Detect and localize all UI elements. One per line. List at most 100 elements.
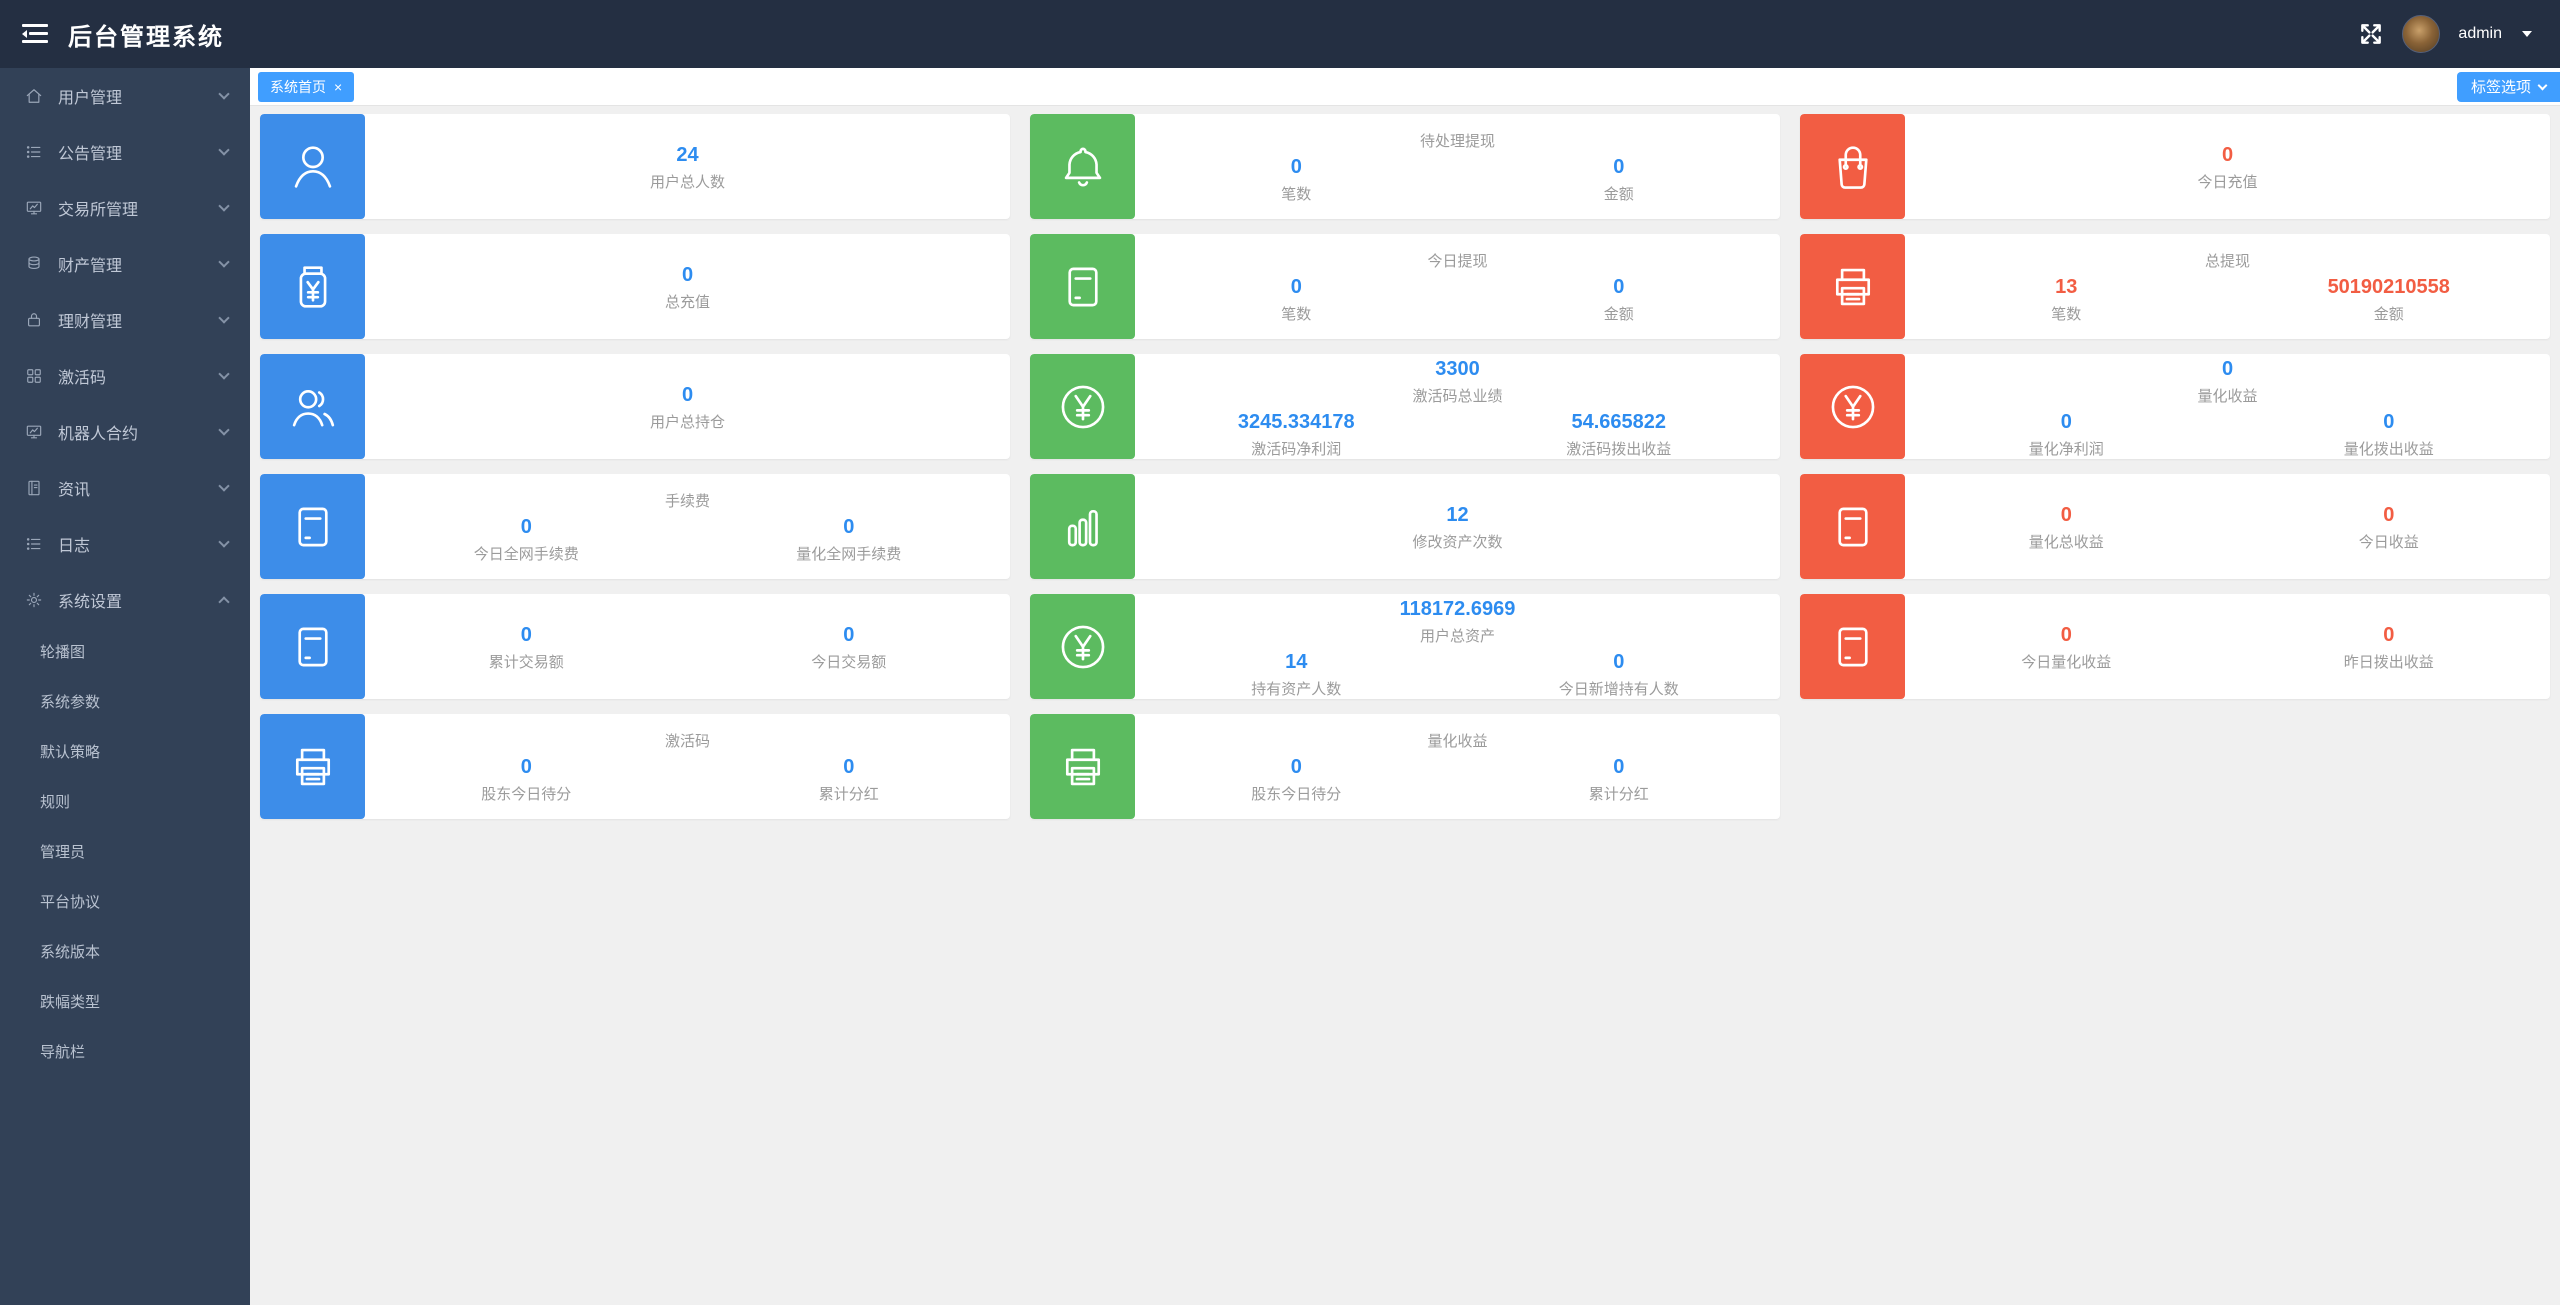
card-icon [260, 594, 365, 699]
sidebar-subitem[interactable]: 管理员 [40, 844, 86, 861]
stat-card: 12 修改资产次数 [1030, 474, 1780, 579]
printer-icon [260, 714, 365, 819]
card-stat: 3245.334178 激活码净利润 [1135, 408, 1458, 459]
stat-value: 0 [2383, 410, 2395, 433]
stat-label: 股东今日待分 [1251, 785, 1342, 803]
sidebar-subitem[interactable]: 系统参数 [40, 694, 101, 711]
stat-card: 0 累计交易额 0 今日交易额 [260, 594, 1010, 699]
stat-label: 今日充值 [2197, 174, 2258, 191]
card-stat: 12 修改资产次数 [1135, 501, 1780, 552]
database-icon [24, 254, 44, 274]
stat-value: 0 [2060, 504, 2072, 526]
stat-value: 3245.334178 [1237, 410, 1355, 433]
users-icon [260, 354, 365, 459]
card-stat: 0 量化净利润 [1905, 408, 2228, 459]
stat-value: 118172.6969 [1399, 597, 1516, 620]
stat-value: 0 [681, 384, 694, 406]
stat-card: 手续费 0 今日全网手续费 0 量化全网手续费 [260, 474, 1010, 579]
stat-card: 总提现 13 笔数 50190210558 金额 [1800, 234, 2550, 339]
printer-icon [1800, 234, 1905, 339]
stat-label: 累计交易额 [488, 654, 564, 671]
sidebar-item[interactable]: 财产管理 [0, 236, 250, 292]
sidebar: 用户管理 公告管理 交易所管理财产管理理财管理 激活码机器人合约资讯日志系统设置轮播图… [0, 68, 250, 1305]
menu-toggle-icon[interactable] [22, 24, 48, 44]
card-primary-stat: 3300 激活码总业绩 [1135, 355, 1780, 406]
card-stat: 0 今日交易额 [688, 621, 1011, 672]
sidebar-subitem[interactable]: 轮播图 [40, 644, 86, 661]
sidebar-item[interactable]: 理财管理 [0, 292, 250, 348]
chevron-up-icon [218, 596, 230, 608]
app-header: 后台管理系统 admin [0, 0, 2560, 68]
sidebar-item[interactable]: 激活码 [0, 348, 250, 404]
stat-label: 量化总收益 [2028, 534, 2104, 551]
sidebar-item[interactable]: 系统设置 [0, 572, 250, 628]
stat-label: 修改资产次数 [1412, 534, 1503, 551]
sidebar-item[interactable]: 交易所管理 [0, 180, 250, 236]
stat-card: 今日提现 0 笔数 0 金额 [1030, 234, 1780, 339]
tag-options-button[interactable]: 标签选项 [2456, 71, 2560, 102]
stat-card: 0 量化总收益 0 今日收益 [1800, 474, 2550, 579]
sidebar-subitem[interactable]: 跌幅类型 [40, 994, 101, 1011]
stat-label: 金额 [1603, 185, 1634, 203]
main-content: 24 用户总人数 待处理提现 0 笔数 0 金额 0 今日充值 0 总充值 今日提现 0 笔数 0 金额 总提现… [250, 106, 2560, 1305]
fullscreen-icon[interactable] [2358, 21, 2384, 47]
sidebar-item[interactable]: 公告管理 [0, 124, 250, 180]
chevron-down-icon [218, 424, 230, 436]
tab-system-home[interactable]: 系统首页 × [258, 71, 355, 102]
sidebar-item-label: 机器人合约 [58, 426, 139, 443]
stat-value: 0 [1613, 275, 1625, 298]
sidebar-item[interactable]: 日志 [0, 516, 250, 572]
stat-value: 0 [843, 515, 855, 538]
stat-label: 累计分红 [1588, 785, 1649, 803]
sidebar-subitem[interactable]: 系统版本 [40, 944, 101, 961]
stat-value: 13 [2055, 275, 2078, 298]
stat-card: 0 用户总持仓 [260, 354, 1010, 459]
sidebar-subitem[interactable]: 平台协议 [40, 894, 101, 911]
stat-value: 0 [1613, 155, 1625, 178]
avatar[interactable] [2402, 15, 2441, 53]
chevron-down-icon [218, 200, 230, 212]
chevron-down-icon [218, 368, 230, 380]
card-icon [1800, 594, 1905, 699]
card-stat: 24 用户总人数 [365, 141, 1010, 192]
stat-value: 0 [2221, 357, 2234, 380]
stat-label: 总充值 [664, 294, 710, 311]
sidebar-item[interactable]: 用户管理 [0, 68, 250, 124]
sidebar-item[interactable]: 资讯 [0, 460, 250, 516]
card-stat: 0 昨日拨出收益 [2228, 621, 2551, 672]
stat-value: 0 [520, 624, 532, 646]
stat-card: 3300 激活码总业绩 3245.334178 激活码净利润 54.665822 激活码拨… [1030, 354, 1780, 459]
card-stat: 0 今日量化收益 [1905, 621, 2228, 672]
stat-value: 0 [2383, 504, 2395, 526]
card-stat: 0 累计分红 [1458, 753, 1781, 804]
user-name[interactable]: admin [2458, 25, 2502, 42]
stat-value: 0 [520, 515, 532, 538]
stat-value: 0 [1613, 650, 1625, 673]
sidebar-item-label: 日志 [58, 538, 91, 555]
card-stat: 0 今日新增持有人数 [1458, 648, 1781, 699]
card-stat: 0 股东今日待分 [1135, 753, 1458, 804]
sidebar-item-label: 系统设置 [58, 594, 123, 611]
stat-value: 50190210558 [2327, 275, 2450, 298]
stat-value: 0 [843, 624, 855, 646]
close-icon[interactable]: × [334, 78, 343, 95]
stat-card: 0 今日量化收益 0 昨日拨出收益 [1800, 594, 2550, 699]
sidebar-subitem[interactable]: 规则 [40, 794, 71, 811]
stat-card: 待处理提现 0 笔数 0 金额 [1030, 114, 1780, 219]
sidebar-subitem[interactable]: 默认策略 [40, 744, 101, 761]
chevron-down-icon [218, 256, 230, 268]
sidebar-item[interactable]: 机器人合约 [0, 404, 250, 460]
stat-label: 金额 [2373, 305, 2404, 323]
stat-label: 用户总持仓 [649, 414, 725, 431]
sidebar-subitem[interactable]: 导航栏 [40, 1044, 86, 1061]
doc-icon [24, 478, 44, 498]
stat-value: 0 [1613, 755, 1625, 778]
card-stat: 13 笔数 [1905, 273, 2228, 324]
card-stat: 50190210558 金额 [2228, 273, 2551, 324]
stat-card: 激活码 0 股东今日待分 0 累计分红 [260, 714, 1010, 819]
stat-label: 用户总资产 [1419, 627, 1495, 645]
card-stat: 0 笔数 [1135, 153, 1458, 204]
sidebar-item-label: 财产管理 [58, 258, 123, 275]
chevron-down-icon[interactable] [2522, 31, 2532, 37]
list-icon [24, 534, 44, 554]
